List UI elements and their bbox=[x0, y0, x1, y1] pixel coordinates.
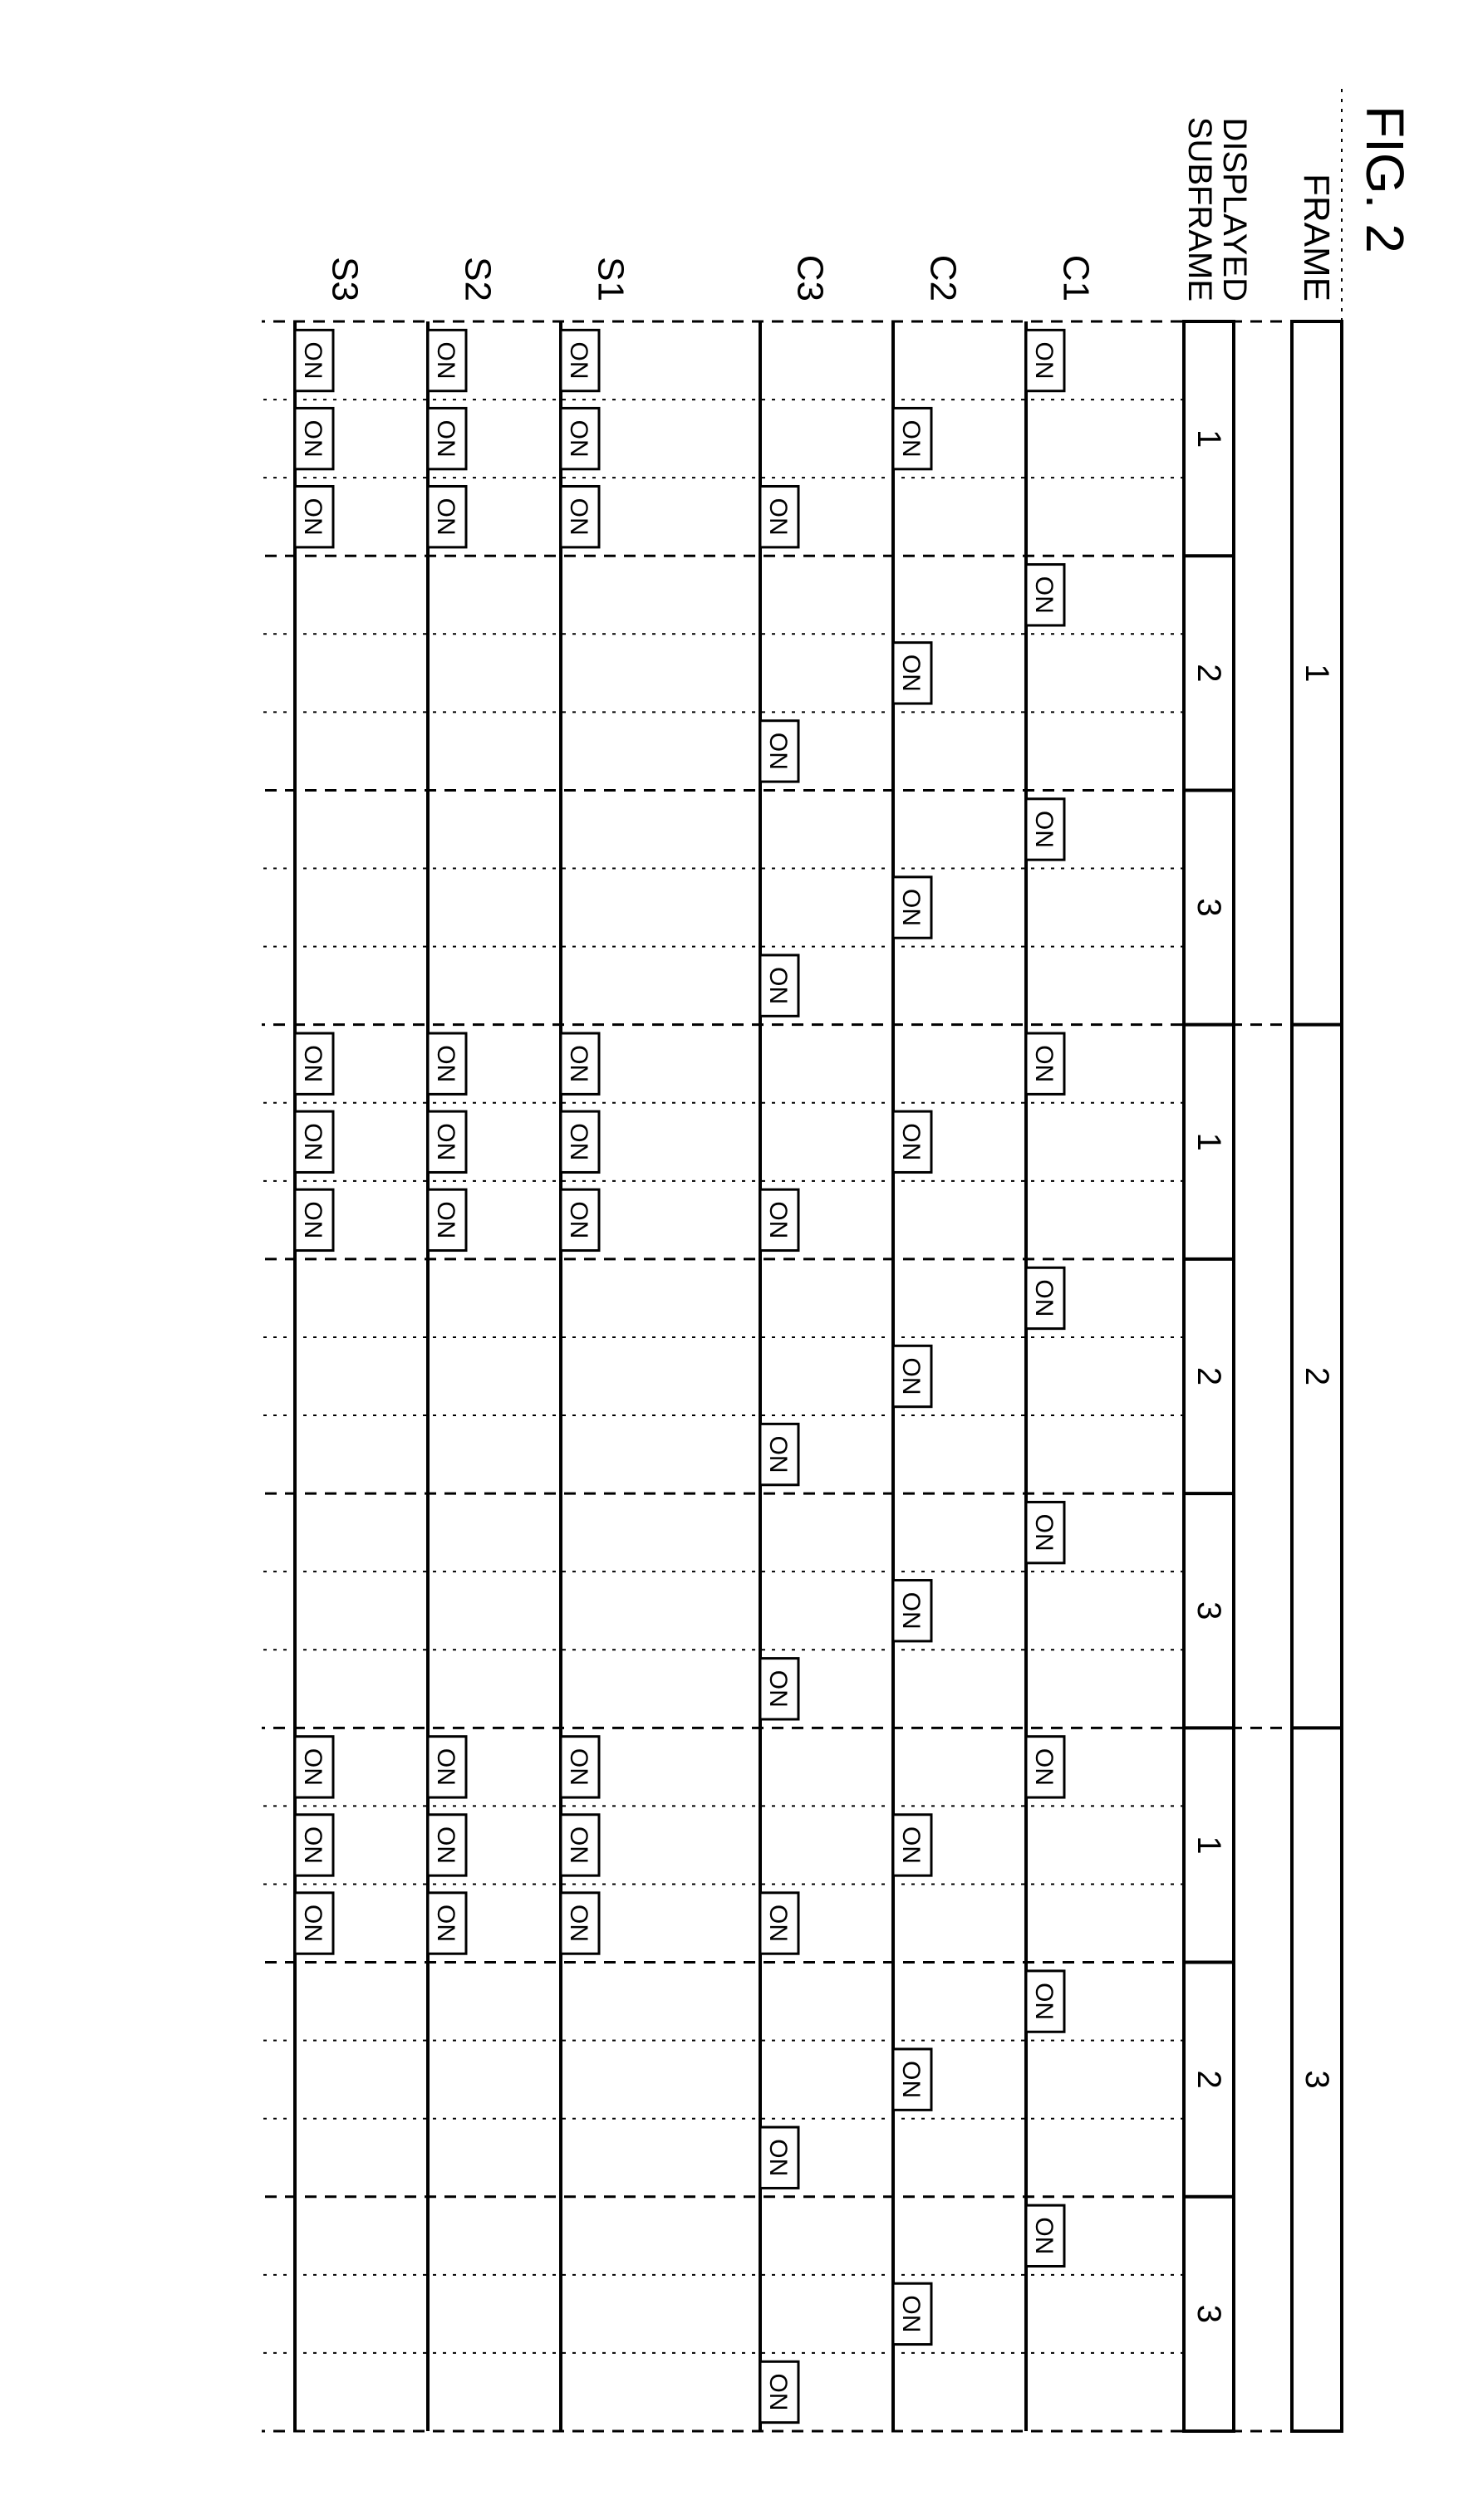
c3-on-text: ON bbox=[764, 2139, 791, 2176]
s1-on-text: ON bbox=[564, 1045, 592, 1082]
s1-on-text: ON bbox=[564, 1123, 592, 1160]
label-subframe: DISPLAYED bbox=[1216, 117, 1253, 302]
frame-number: 1 bbox=[1298, 664, 1334, 682]
frame-number: 3 bbox=[1298, 2071, 1334, 2089]
c2-on-text: ON bbox=[896, 2061, 924, 2098]
s1-on-text: ON bbox=[564, 1826, 592, 1864]
c2-on-text: ON bbox=[896, 1123, 924, 1160]
c2-on-text: ON bbox=[896, 420, 924, 458]
subframe-number: 3 bbox=[1190, 898, 1226, 916]
s3-on-text: ON bbox=[298, 1201, 326, 1238]
s3-on-text: ON bbox=[298, 1123, 326, 1160]
c3-on-text: ON bbox=[764, 498, 791, 536]
s1-on-text: ON bbox=[564, 420, 592, 458]
s1-on-text: ON bbox=[564, 1201, 592, 1238]
c3-on-text: ON bbox=[764, 2373, 791, 2410]
s2-on-text: ON bbox=[431, 1748, 459, 1786]
c1-on-text: ON bbox=[1029, 811, 1057, 848]
s1-on-text: ON bbox=[564, 498, 592, 536]
label-subframe: SUBFRAME bbox=[1181, 117, 1218, 302]
s1-on-text: ON bbox=[564, 342, 592, 380]
s3-on-text: ON bbox=[298, 342, 326, 380]
c2-on-text: ON bbox=[896, 1358, 924, 1395]
c2-on-text: ON bbox=[896, 1826, 924, 1864]
label-s2: S2 bbox=[457, 257, 498, 302]
s2-on-text: ON bbox=[431, 1905, 459, 1942]
c1-on-text: ON bbox=[1029, 2217, 1057, 2254]
subframe-number: 2 bbox=[1190, 664, 1226, 682]
s2-on-text: ON bbox=[431, 342, 459, 380]
s1-on-text: ON bbox=[564, 1748, 592, 1786]
subframe-number: 1 bbox=[1190, 429, 1226, 448]
s3-on-text: ON bbox=[298, 498, 326, 536]
s2-on-text: ON bbox=[431, 1826, 459, 1864]
s3-on-text: ON bbox=[298, 1826, 326, 1864]
label-c2: C2 bbox=[922, 255, 963, 302]
c1-on-text: ON bbox=[1029, 1514, 1057, 1552]
label-frame: FRAME bbox=[1296, 174, 1337, 302]
label-s1: S1 bbox=[590, 257, 631, 302]
c3-on-text: ON bbox=[764, 1436, 791, 1473]
s3-on-text: ON bbox=[298, 1905, 326, 1942]
subframe-number: 1 bbox=[1190, 1836, 1226, 1854]
c1-on-text: ON bbox=[1029, 1279, 1057, 1316]
subframe-number: 1 bbox=[1190, 1133, 1226, 1151]
s2-on-text: ON bbox=[431, 1201, 459, 1238]
c2-on-text: ON bbox=[896, 2295, 924, 2332]
subframe-number: 3 bbox=[1190, 1601, 1226, 1620]
c1-on-text: ON bbox=[1029, 576, 1057, 614]
c3-on-text: ON bbox=[764, 733, 791, 770]
c1-on-text: ON bbox=[1029, 1045, 1057, 1082]
s1-on-text: ON bbox=[564, 1905, 592, 1942]
label-c1: C1 bbox=[1055, 255, 1096, 302]
s2-on-text: ON bbox=[431, 1045, 459, 1082]
c3-on-text: ON bbox=[764, 967, 791, 1004]
c3-on-text: ON bbox=[764, 1201, 791, 1238]
s2-on-text: ON bbox=[431, 498, 459, 536]
c2-on-text: ON bbox=[896, 655, 924, 692]
label-s3: S3 bbox=[324, 257, 365, 302]
s3-on-text: ON bbox=[298, 1045, 326, 1082]
subframe-number: 2 bbox=[1190, 2071, 1226, 2089]
frame-number: 2 bbox=[1298, 1367, 1334, 1385]
subframe-number: 3 bbox=[1190, 2305, 1226, 2323]
label-c3: C3 bbox=[789, 255, 830, 302]
c3-on-text: ON bbox=[764, 1905, 791, 1942]
s2-on-text: ON bbox=[431, 420, 459, 458]
c1-on-text: ON bbox=[1029, 1748, 1057, 1786]
c1-on-text: ON bbox=[1029, 1983, 1057, 2020]
c3-on-text: ON bbox=[764, 1670, 791, 1708]
s3-on-text: ON bbox=[298, 420, 326, 458]
subframe-number: 2 bbox=[1190, 1367, 1226, 1385]
s2-on-text: ON bbox=[431, 1123, 459, 1160]
s3-on-text: ON bbox=[298, 1748, 326, 1786]
c2-on-text: ON bbox=[896, 889, 924, 926]
figure-title: FIG. 2 bbox=[1355, 105, 1415, 253]
c1-on-text: ON bbox=[1029, 342, 1057, 380]
c2-on-text: ON bbox=[896, 1592, 924, 1630]
